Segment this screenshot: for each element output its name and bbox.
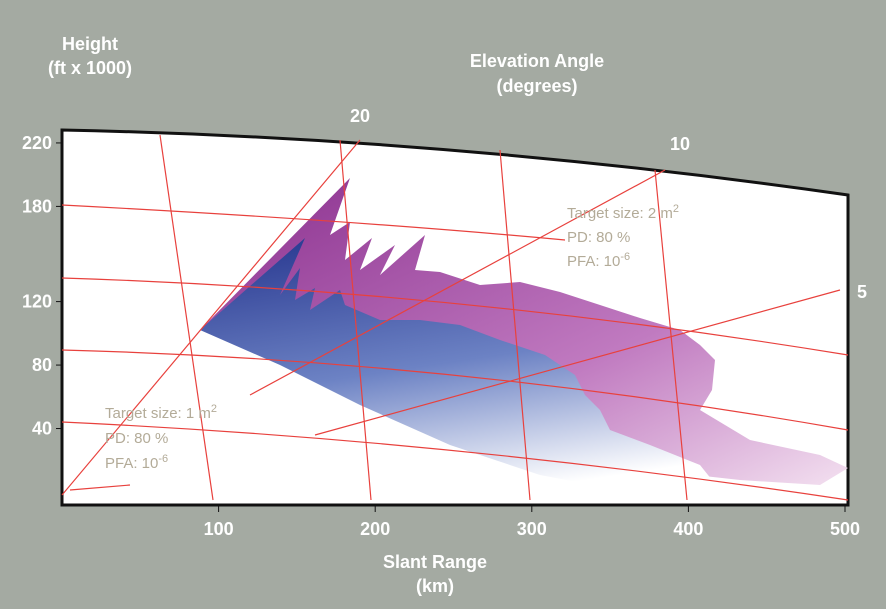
plot-area [62,130,848,505]
x-label: Slant Range [383,552,487,572]
svg-text:Target size: 2 m2: Target size: 2 m2 [567,203,679,222]
svg-text:Target size: 1 m2: Target size: 1 m2 [105,403,217,422]
y-tick-label: 80 [32,355,52,375]
x-tick-label: 500 [830,519,860,539]
annotation-sup: 2 [211,403,217,415]
x-unit: (km) [416,576,454,596]
y-tick-label: 120 [22,292,52,312]
y-tick-label: 40 [32,419,52,439]
annotation-sup: -6 [158,453,168,465]
annotation-sup: -6 [620,251,630,263]
annotation-sup: 2 [673,203,679,215]
chart: 1002003004005004080120180220 Height (ft … [0,0,886,609]
x-tick-label: 100 [204,519,234,539]
annotation-text: PD: 80 % [105,430,168,447]
x-tick-label: 300 [517,519,547,539]
annotation-text: PFA: 10 [567,253,620,270]
y-unit: (ft x 1000) [48,58,132,78]
annotation-text: Target size: 2 m [567,205,673,222]
annotation-text: PFA: 10 [105,455,158,472]
y-tick-label: 220 [22,133,52,153]
angle-tick: 5 [857,282,867,302]
x-tick-label: 400 [673,519,703,539]
angle-tick: 10 [670,134,690,154]
x-tick-label: 200 [360,519,390,539]
angle-unit: (degrees) [496,76,577,96]
angle-label: Elevation Angle [470,51,604,71]
y-tick-label: 180 [22,196,52,216]
y-label: Height [62,34,118,54]
annotation-text: Target size: 1 m [105,405,211,422]
annotation-text: PD: 80 % [567,229,630,246]
angle-tick: 20 [350,106,370,126]
